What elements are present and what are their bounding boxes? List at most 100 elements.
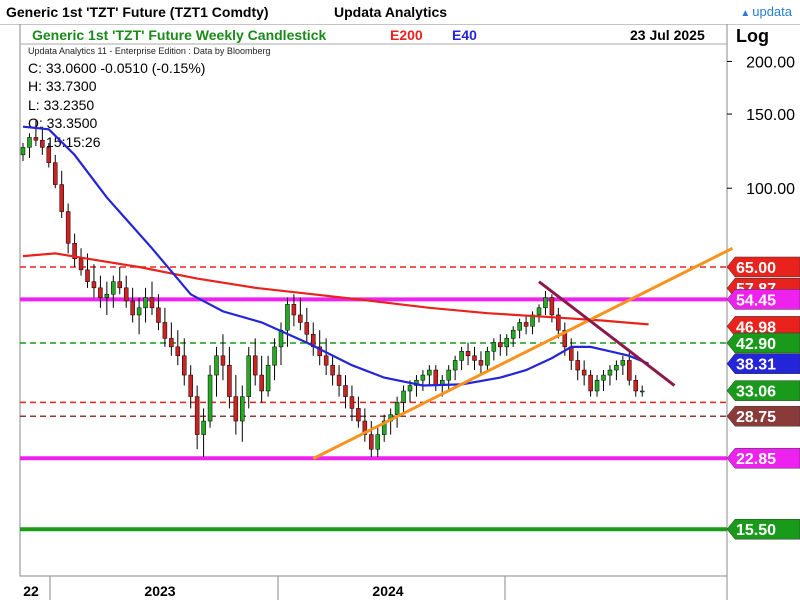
candle-body <box>246 355 251 397</box>
candle <box>343 375 348 409</box>
candle-body <box>85 269 90 282</box>
candle-body <box>194 396 200 435</box>
price-label-text: 54.45 <box>736 292 776 309</box>
candle <box>53 154 58 189</box>
candle-body <box>240 396 245 422</box>
candle <box>594 375 600 397</box>
logo-text: updata <box>752 4 792 19</box>
candle-body <box>156 307 161 323</box>
candle <box>123 275 129 308</box>
candle <box>465 342 471 366</box>
candle <box>491 338 497 361</box>
y-tick-label: 100.00 <box>746 181 795 198</box>
candle <box>40 126 45 155</box>
candle-body <box>562 329 568 348</box>
candle <box>117 266 122 295</box>
price-label-tag <box>726 518 800 540</box>
candle-body <box>556 314 561 331</box>
candle-body <box>614 364 619 371</box>
ohlc-time: 15:15:26 <box>46 134 101 150</box>
x-axis: 22 2023 2024 <box>23 576 506 600</box>
price-label-text: 65.00 <box>736 260 776 277</box>
candle-body <box>304 322 310 335</box>
candle <box>20 143 26 162</box>
candle <box>478 351 484 376</box>
candle <box>65 203 71 254</box>
candle-body <box>575 360 580 371</box>
price-label-tag <box>726 256 800 278</box>
candle-body <box>343 385 348 397</box>
y-tick-label: 200.00 <box>746 54 795 71</box>
candle-body <box>53 162 58 185</box>
candle <box>510 326 516 347</box>
candle-body <box>465 351 471 357</box>
candle <box>323 338 329 376</box>
candle-body <box>459 351 464 361</box>
candle-body <box>523 322 529 327</box>
price-label-text: 22.85 <box>736 451 776 468</box>
candle-body <box>420 374 426 381</box>
ma200-legend: E200 <box>390 27 423 43</box>
candle-body <box>91 281 97 289</box>
candle-body <box>427 369 432 376</box>
candle-body <box>478 360 484 366</box>
candle-body <box>65 211 71 244</box>
candle <box>614 360 619 381</box>
candle-body <box>536 307 542 316</box>
candle-body <box>356 408 361 422</box>
candle <box>156 294 161 331</box>
candle <box>575 351 580 381</box>
candle-body <box>394 402 400 415</box>
candle-body <box>188 374 193 397</box>
price-label-38-31: 38.31 <box>726 353 800 374</box>
price-labels-layer: 65.0057.8754.4546.9842.9038.3133.0628.75… <box>726 256 800 540</box>
candle <box>498 334 503 356</box>
candle-body <box>207 374 213 422</box>
price-label-text: 38.31 <box>736 357 776 374</box>
y-axis: 200.00 150.00 100.00 <box>727 54 795 198</box>
candle-body <box>40 139 45 148</box>
candle <box>401 385 406 415</box>
candle <box>285 297 290 347</box>
candle-body <box>27 137 32 148</box>
maroon-downtrend-line <box>538 280 676 387</box>
candle-body <box>330 364 335 376</box>
candle <box>362 408 368 442</box>
orange-uptrend-line <box>312 246 734 460</box>
candle-body <box>517 322 522 331</box>
candle-body <box>272 346 277 366</box>
candle-body <box>362 420 368 435</box>
candle-body <box>72 243 77 259</box>
price-label-text: 15.50 <box>736 522 776 539</box>
candle <box>59 170 64 218</box>
candle <box>452 355 458 381</box>
candle <box>336 365 342 397</box>
chart-canvas[interactable]: Generic 1st 'TZT' Future Weekly Candlest… <box>0 24 800 600</box>
candle-body <box>581 369 587 376</box>
ohlc-high: H: 33.7300 <box>28 78 97 94</box>
candle <box>194 385 200 450</box>
updata-logo[interactable]: ▲ updata <box>740 4 792 19</box>
candle-body <box>123 287 129 302</box>
candle-body <box>491 342 497 352</box>
candle-body <box>201 420 206 435</box>
candle-body <box>498 342 503 348</box>
candle <box>639 385 645 397</box>
price-label-54-45: 54.45 <box>726 289 800 310</box>
candle-body <box>130 300 135 316</box>
candle-body <box>452 360 458 371</box>
candle-body <box>549 297 555 316</box>
price-label-tag <box>726 405 800 427</box>
price-label-15-50: 15.50 <box>726 518 800 540</box>
moving-averages-layer <box>22 125 650 387</box>
price-label-text: 28.75 <box>736 409 776 426</box>
candle-body <box>298 314 303 323</box>
candle-body <box>504 338 509 348</box>
ma40-line <box>22 125 650 387</box>
candle <box>220 334 226 381</box>
candle-body <box>175 346 181 357</box>
candle-body <box>369 434 374 450</box>
candle-body <box>149 297 155 309</box>
candle-body <box>252 355 258 376</box>
candle <box>601 370 606 391</box>
